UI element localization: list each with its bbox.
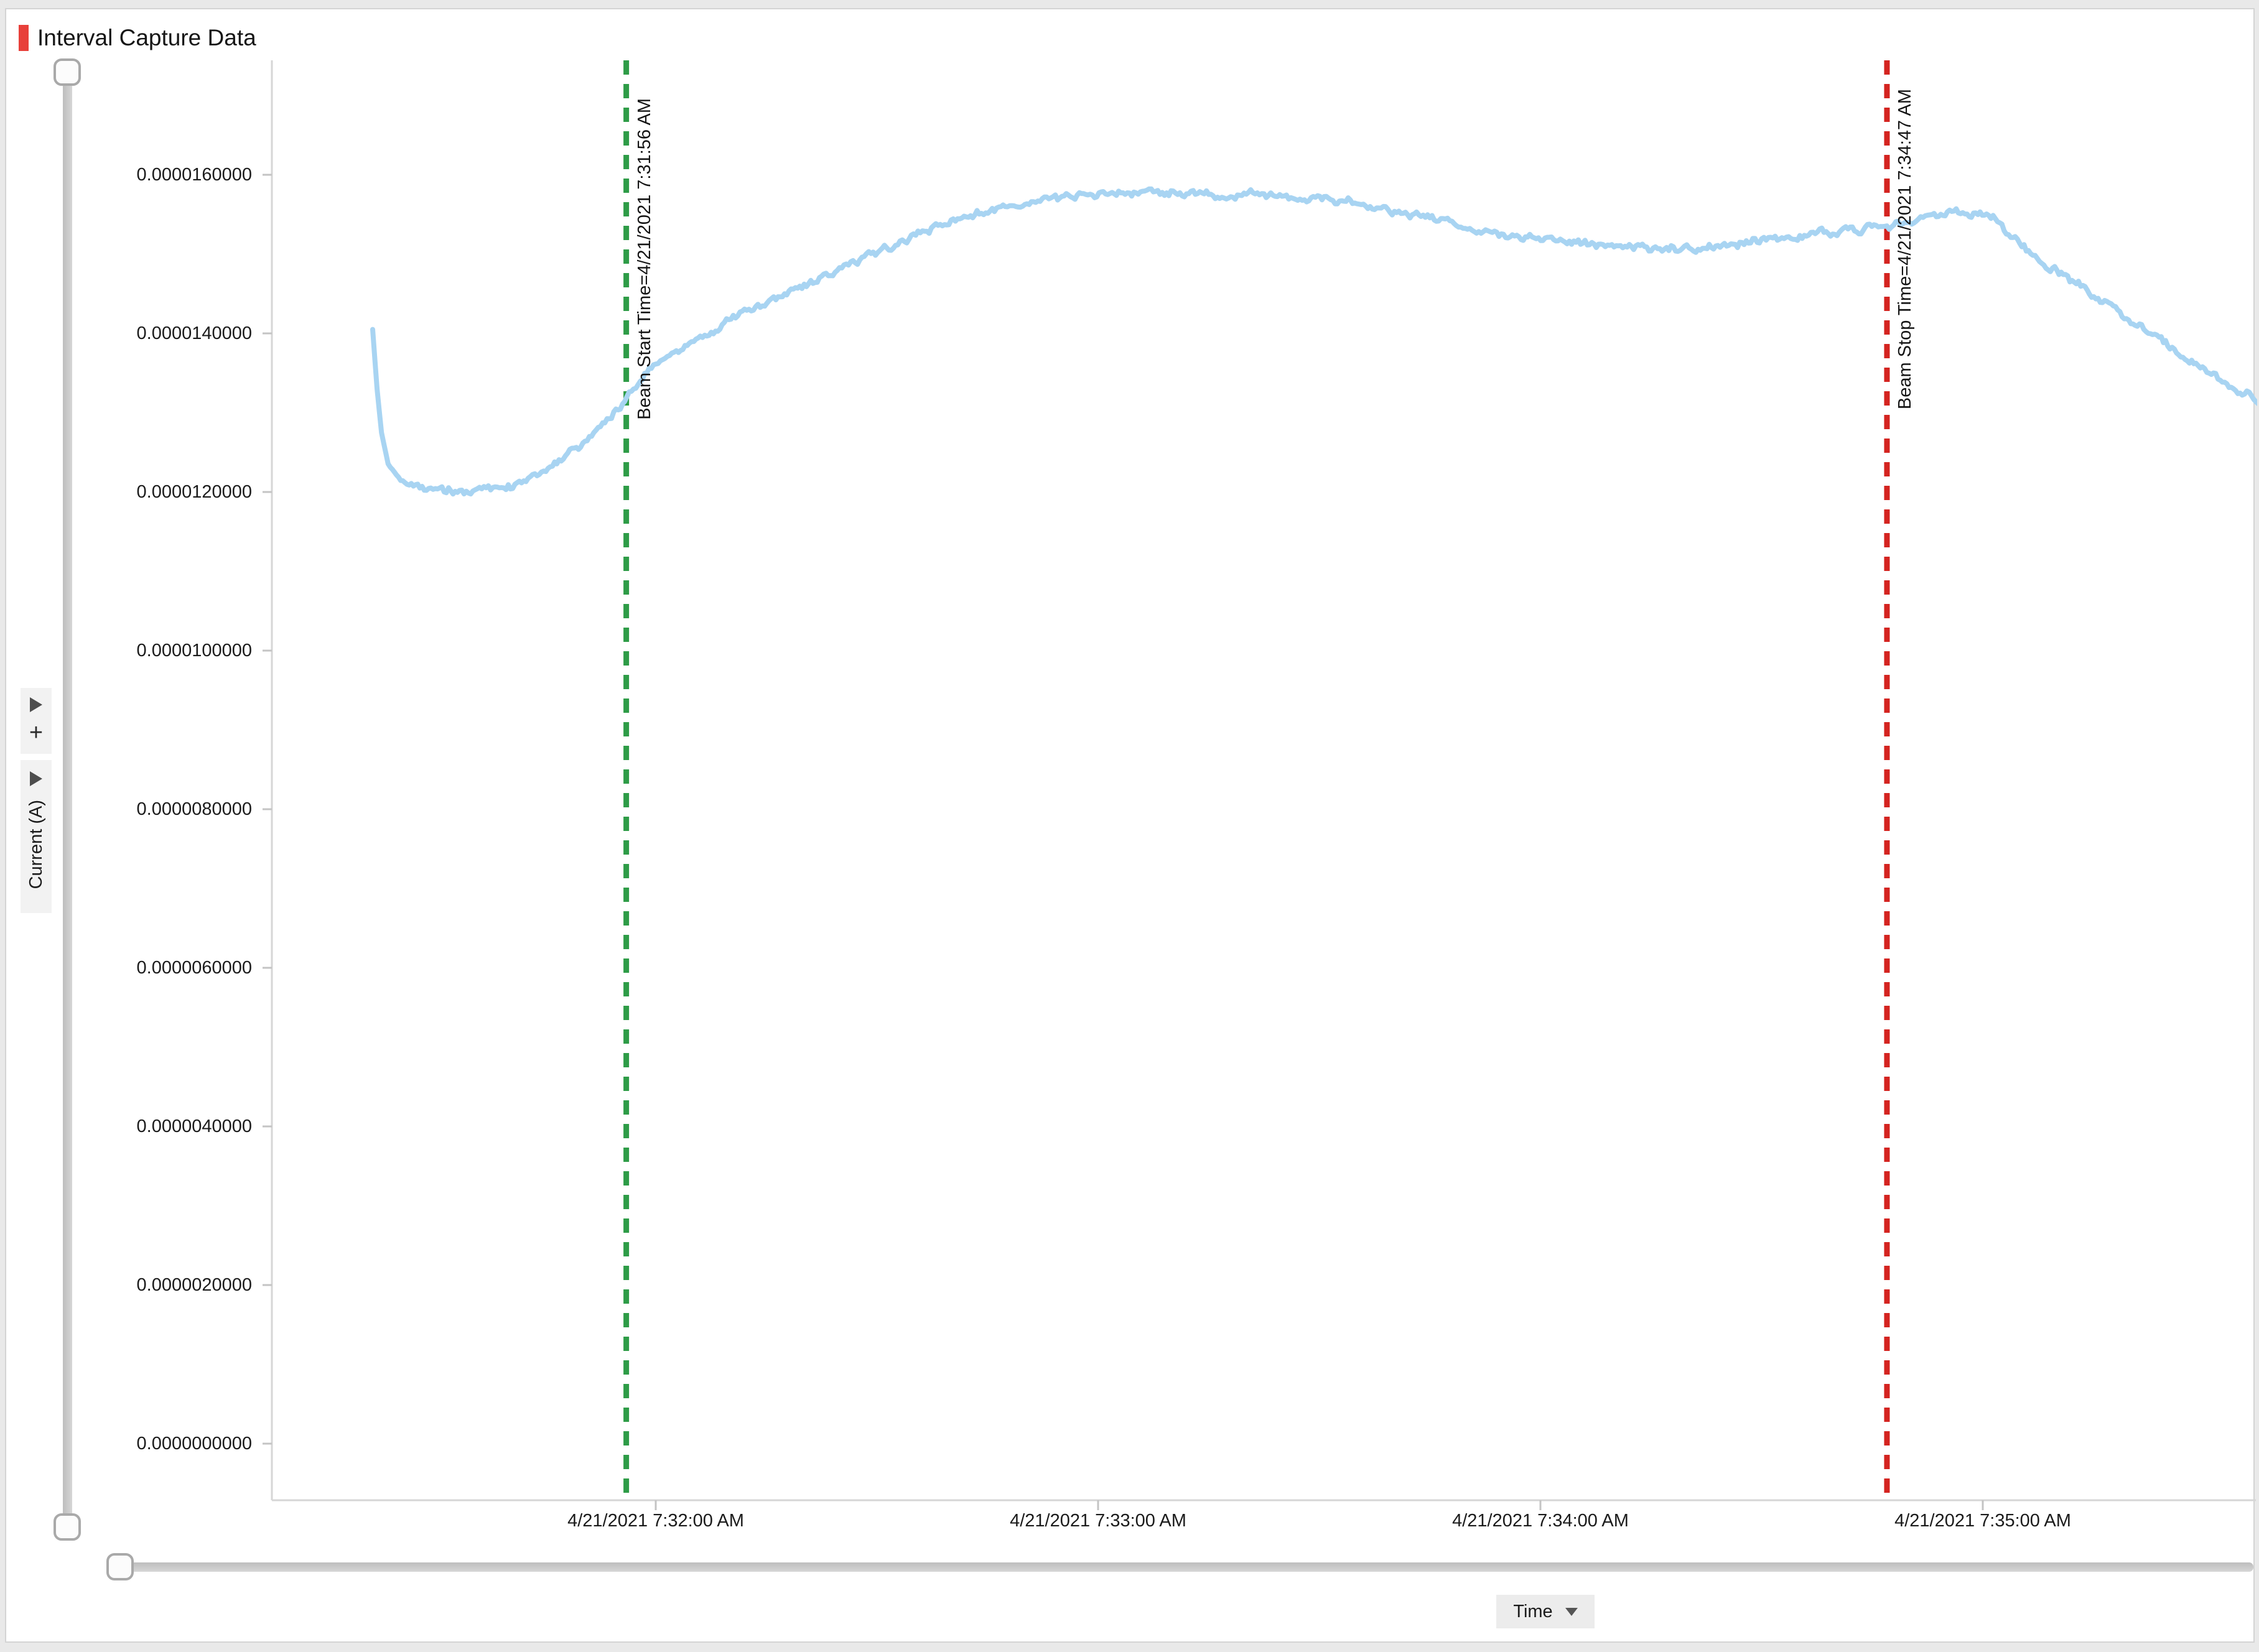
y-tick-label: 0.0000140000 xyxy=(136,323,252,343)
y-tick-label: 0.0000120000 xyxy=(136,482,252,502)
expand-right-icon[interactable] xyxy=(30,697,42,712)
series-line xyxy=(370,186,2257,497)
x-tick-label: 4/21/2021 7:33:00 AM xyxy=(1010,1511,1186,1531)
y-tick-label: 0.0000060000 xyxy=(136,958,252,978)
add-icon[interactable]: + xyxy=(29,720,44,746)
x-tick-label: 4/21/2021 7:34:00 AM xyxy=(1452,1511,1629,1531)
y-axis-channel-selector[interactable]: Current (A) xyxy=(21,760,52,913)
x-axis-selector-label: Time xyxy=(1513,1601,1553,1622)
x-axis-slider-thumb-left[interactable] xyxy=(106,1553,134,1580)
expand-right-icon[interactable] xyxy=(30,771,42,786)
y-tick-label: 0.0000100000 xyxy=(136,641,252,661)
chart-title: Interval Capture Data xyxy=(37,25,256,50)
chevron-down-icon xyxy=(1565,1607,1578,1616)
y-tick-label: 0.0000020000 xyxy=(136,1275,252,1295)
chart-panel xyxy=(5,8,2255,1643)
beam-start-annotation-label: Beam Start Time=4/21/2021 7:31:56 AM xyxy=(634,98,654,420)
y-tick-label: 0.0000080000 xyxy=(136,799,252,819)
y-tick-label: 0.0000000000 xyxy=(136,1434,252,1454)
y-axis-slider-thumb-top[interactable] xyxy=(54,58,81,86)
x-tick-label: 4/21/2021 7:32:00 AM xyxy=(567,1511,744,1531)
x-axis-selector-button[interactable]: Time xyxy=(1496,1595,1595,1628)
y-axis-range-slider-track[interactable] xyxy=(63,73,72,1527)
x-tick-label: 4/21/2021 7:35:00 AM xyxy=(1894,1511,2071,1531)
beam-stop-annotation-label: Beam Stop Time=4/21/2021 7:34:47 AM xyxy=(1894,89,1915,410)
legend-series-marker-icon xyxy=(19,25,29,51)
y-tick-label: 0.0000160000 xyxy=(136,165,252,185)
y-axis-zoom-controls[interactable]: + xyxy=(21,688,52,754)
chart-legend: Interval Capture Data xyxy=(19,25,256,51)
y-axis-slider-thumb-bottom[interactable] xyxy=(54,1513,81,1541)
x-axis-range-slider-track[interactable] xyxy=(123,1562,2253,1572)
y-tick-label: 0.0000040000 xyxy=(136,1116,252,1136)
